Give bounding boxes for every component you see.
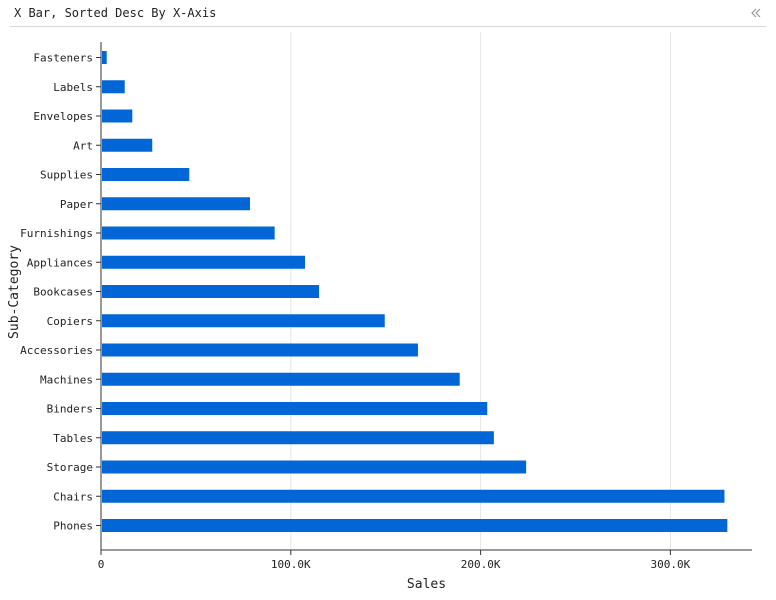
x-tick-labels: 0 100.0K 200.0K 300.0K bbox=[98, 558, 691, 571]
y-axis-title: Sub-Category bbox=[7, 245, 22, 339]
y-tick-label: Phones bbox=[53, 520, 93, 533]
y-tick-label: Machines bbox=[40, 373, 93, 386]
y-tick-label: Paper bbox=[60, 198, 93, 211]
y-tick-label: Tables bbox=[53, 432, 93, 445]
bar-labels[interactable] bbox=[102, 80, 125, 94]
bar-furnishings[interactable] bbox=[102, 226, 275, 240]
x-tick-label: 0 bbox=[98, 558, 105, 571]
panel-header: X Bar, Sorted Desc By X-Axis bbox=[10, 0, 766, 27]
y-tick-label: Storage bbox=[47, 461, 93, 474]
bar-accessories[interactable] bbox=[102, 343, 418, 357]
x-tick-label: 200.0K bbox=[461, 558, 501, 571]
double-chevron-left-icon[interactable] bbox=[746, 3, 766, 23]
bars bbox=[102, 51, 728, 532]
y-tick-label: Envelopes bbox=[33, 110, 93, 123]
bar-tables[interactable] bbox=[102, 431, 494, 445]
y-tick-label: Binders bbox=[47, 403, 93, 416]
bar-storage[interactable] bbox=[102, 460, 527, 474]
y-tick-label: Furnishings bbox=[20, 227, 93, 240]
y-tick-label: Supplies bbox=[40, 169, 93, 182]
y-tick-label: Bookcases bbox=[33, 286, 93, 299]
x-axis-title: Sales bbox=[407, 577, 446, 592]
panel-title: X Bar, Sorted Desc By X-Axis bbox=[14, 6, 217, 20]
x-tick-label: 300.0K bbox=[651, 558, 691, 571]
bar-machines[interactable] bbox=[102, 372, 460, 386]
bar-fasteners[interactable] bbox=[102, 51, 107, 64]
bar-copiers[interactable] bbox=[102, 314, 385, 328]
y-tick-label: Copiers bbox=[47, 315, 93, 328]
y-tick-label: Art bbox=[73, 139, 93, 152]
axes bbox=[96, 42, 752, 555]
y-tick-label: Labels bbox=[53, 81, 93, 94]
bar-binders[interactable] bbox=[102, 402, 488, 415]
bar-supplies[interactable] bbox=[102, 168, 190, 181]
y-tick-label: Appliances bbox=[27, 256, 93, 269]
bar-appliances[interactable] bbox=[102, 255, 306, 269]
y-tick-label: Accessories bbox=[20, 344, 93, 357]
bar-art[interactable] bbox=[102, 138, 153, 152]
bar-paper[interactable] bbox=[102, 197, 250, 211]
bar-bookcases[interactable] bbox=[102, 285, 320, 298]
bar-envelopes[interactable] bbox=[102, 109, 133, 123]
y-tick-labels: Fasteners Labels Envelopes Art Supplies Paper… bbox=[20, 52, 93, 533]
bar-chairs[interactable] bbox=[102, 489, 725, 503]
y-tick-label: Chairs bbox=[53, 490, 93, 503]
bar-phones[interactable] bbox=[102, 519, 728, 532]
y-tick-label: Fasteners bbox=[33, 52, 93, 65]
x-tick-label: 100.0K bbox=[271, 558, 311, 571]
